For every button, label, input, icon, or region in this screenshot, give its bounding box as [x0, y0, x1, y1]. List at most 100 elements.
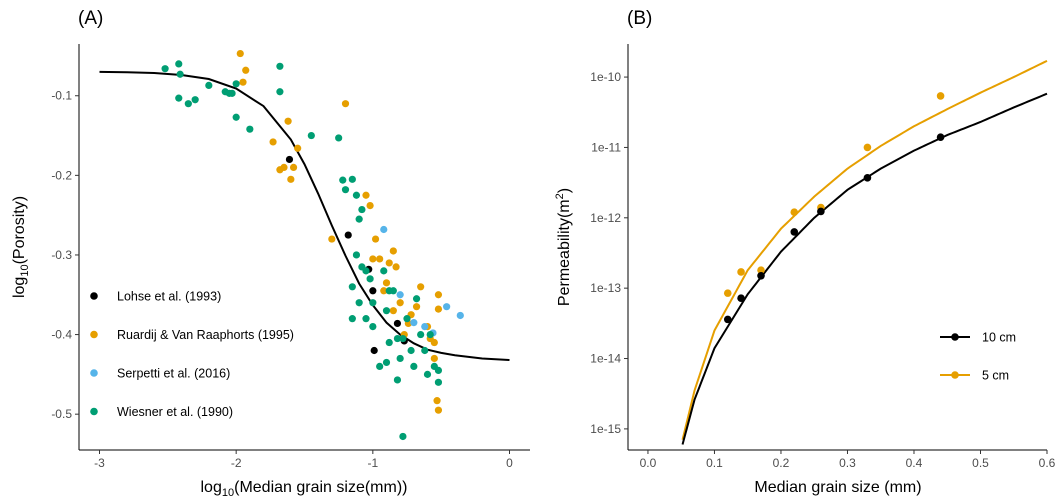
panel-a-point-series-4 [412, 295, 421, 303]
panel-a-y-tick-label: -0.5 [51, 407, 72, 421]
panel-a-point-series-4 [161, 65, 169, 73]
panel-a-point-series-3 [456, 311, 464, 320]
panel-a-point-series-4 [369, 299, 377, 307]
panel-b-point-black [757, 271, 765, 280]
panel-a-point-series-4 [184, 100, 192, 108]
panel-a-point-series-3 [410, 319, 418, 327]
panel-b-point-black [790, 228, 799, 236]
panel-a-point-series-4 [421, 346, 429, 355]
panel-a-point-series-4 [232, 80, 240, 88]
panel-a-x-title-rest: (Median grain size(mm)) [234, 479, 407, 496]
panel-a-legend-label: Wiesner et al. (1990) [117, 405, 233, 419]
panel-a-legend-label: Lohse et al. (1993) [117, 290, 221, 304]
panel-a-legend-key [90, 369, 98, 377]
panel-a-point-series-4 [232, 113, 240, 121]
panel-a-point-series-1 [344, 231, 352, 239]
panel-a-point-series-1 [370, 346, 378, 355]
panel-a-point-series-4 [393, 376, 402, 384]
panel-b-y-tick-label: 1e-14 [590, 352, 621, 366]
panel-a-y-tick-label: -0.1 [51, 89, 72, 103]
panel-a-point-series-2 [366, 202, 374, 210]
panel-a-point-series-3 [443, 303, 451, 311]
panel-b-legend-dot [951, 371, 959, 379]
panel-a-point-series-4 [369, 323, 377, 331]
panel-a-point-series-3 [421, 323, 429, 331]
panel-a-ticks: -3 -2 -1 0 -0.1 -0.2 -0.3 -0.4 -0.5 [51, 89, 513, 470]
panel-a-point-series-2 [434, 291, 443, 299]
panel-a-legend-label: Ruardij & Van Raaphorts (1995) [117, 328, 294, 342]
panel-a-point-series-2 [430, 354, 438, 363]
panel-a-point-series-2 [269, 138, 277, 146]
panel-a-point-series-4 [276, 88, 284, 96]
panel-b: (B) 0.0 0.1 0.2 0.3 0.4 0.5 0.6 1e-15 1e-14 1e-13… [554, 8, 1056, 496]
panel-a-point-series-2 [385, 259, 393, 267]
panel-a-point-series-2 [434, 305, 443, 313]
panel-b-legend-dot [951, 333, 959, 341]
panel-a-point-series-4 [355, 215, 363, 223]
panel-a-point-series-4 [423, 370, 432, 378]
panel-a-point-series-4 [191, 96, 199, 104]
panel-a-point-series-2 [376, 255, 384, 263]
panel-b-point-orange [757, 266, 765, 275]
panel-a-point-series-2 [389, 307, 397, 315]
panel-a-point-series-2 [396, 299, 404, 307]
panel-a-point-series-4 [228, 89, 236, 97]
panel-a-point-series-4 [382, 358, 391, 367]
panel-a-point-series-4 [417, 330, 425, 339]
panel-a-point-series-2 [280, 163, 288, 171]
panel-a-point-series-2 [380, 287, 388, 295]
panel-b-x-tick-label: 0.0 [640, 456, 657, 470]
panel-a-point-series-3 [380, 225, 388, 234]
panel-b-fit-curve-black [681, 92, 1048, 445]
panel-a-label: (A) [78, 8, 103, 29]
panel-a-point-series-4 [339, 176, 347, 184]
panel-a-point-series-4 [352, 191, 361, 199]
panel-a-fit-curve [99, 70, 510, 362]
panel-b-point-black [723, 315, 732, 324]
panel-a-point-series-2 [412, 303, 421, 311]
panel-a-y-title-rest: (Porosity) [11, 196, 28, 264]
panel-a: (A) -3 -2 -1 0 -0.1 -0.2 -0.3 -0.4 -0.5 Lohse et… [11, 8, 530, 499]
panel-a-points [161, 49, 464, 441]
panel-b-x-axis-title: Median grain size (mm) [754, 479, 921, 496]
panel-a-x-tick-label: -3 [94, 456, 105, 470]
panel-a-legend: Lohse et al. (1993) Ruardij & Van Raaphor… [90, 290, 294, 419]
panel-b-point-orange [936, 92, 945, 100]
panel-a-point-series-4 [341, 186, 350, 194]
panel-b-point-black [863, 174, 872, 182]
panel-b-y-tick-label: 1e-13 [590, 281, 621, 295]
panel-a-point-series-4 [246, 125, 254, 133]
panel-a-point-series-4 [380, 267, 388, 275]
panel-a-point-series-4 [205, 81, 213, 89]
panel-a-point-series-2 [294, 144, 302, 152]
panel-b-x-tick-label: 0.2 [773, 456, 790, 470]
panel-a-point-series-4 [276, 62, 284, 70]
panel-a-point-series-2 [392, 263, 400, 271]
panel-a-legend-key [90, 407, 98, 416]
panel-a-point-series-4 [407, 346, 415, 355]
panel-a-point-series-1 [285, 155, 294, 164]
panel-a-point-series-2 [417, 283, 425, 291]
panel-a-point-series-4 [352, 251, 361, 259]
panel-a-point-series-4 [385, 338, 393, 347]
panel-a-x-title-sub: 10 [222, 487, 234, 499]
panel-b-point-black [936, 133, 945, 141]
panel-a-point-series-4 [176, 70, 184, 78]
panel-a-point-series-4 [403, 315, 411, 323]
panel-b-y-title-sup: 2 [554, 193, 566, 199]
panel-b-fit-curve-orange [681, 59, 1048, 441]
panel-a-point-series-2 [430, 338, 438, 347]
panel-b-point-orange [723, 289, 732, 297]
panel-a-point-series-4 [348, 315, 356, 323]
panel-a-point-series-4 [362, 267, 370, 275]
panel-b-y-tick-label: 1e-10 [590, 70, 621, 84]
panel-a-point-series-4 [366, 275, 374, 283]
panel-a-legend-label: Serpetti et al. (2016) [117, 367, 230, 381]
panel-a-point-series-4 [410, 362, 418, 371]
panel-b-points [723, 92, 945, 324]
panel-b-y-tick-label: 1e-12 [590, 211, 621, 225]
panel-a-x-tick-label: -1 [367, 456, 378, 470]
panel-a-point-series-4 [355, 299, 363, 307]
panel-b-point-orange [863, 143, 872, 152]
